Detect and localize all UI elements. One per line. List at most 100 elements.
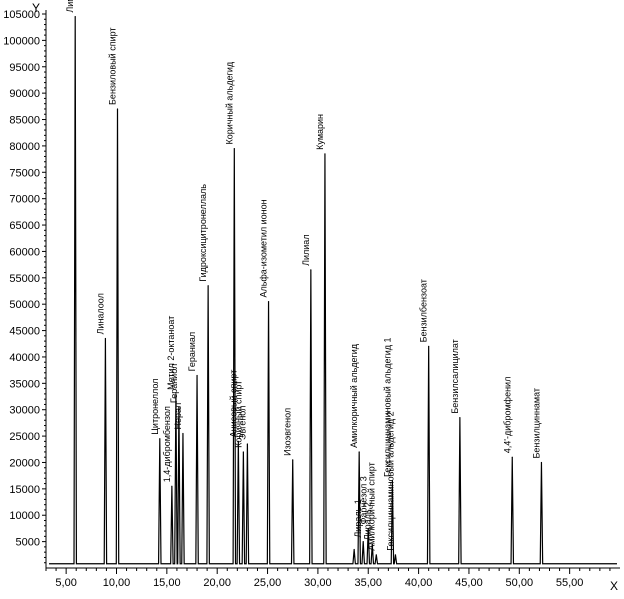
x-tick-label: 40,00 — [405, 577, 433, 589]
peak-point — [171, 485, 173, 487]
x-tick-label: 55,00 — [556, 577, 584, 589]
peak-label: Амилкоричный спирт — [366, 462, 376, 551]
x-tick-label: 5,00 — [55, 577, 76, 589]
y-tick-label: 40000 — [9, 352, 40, 364]
peak-point — [116, 108, 119, 110]
y-tick-label: 70000 — [9, 194, 40, 206]
peak-point — [358, 451, 360, 453]
peak-label: Гексилциннаминовый альдегид 2 — [385, 411, 395, 550]
y-tick-label: 35000 — [9, 378, 40, 390]
y-tick-label: 20000 — [9, 457, 40, 469]
axes — [45, 10, 620, 569]
peak-point — [428, 345, 430, 347]
peak-point — [324, 153, 326, 155]
peak-label: Линалоол — [95, 293, 105, 334]
y-tick-label: 90000 — [9, 88, 40, 100]
peak-label: Кумарин — [315, 114, 325, 150]
peak-point — [242, 451, 244, 453]
peak-label: Гидроксицитронеллаль — [198, 184, 208, 282]
peak-point — [175, 393, 177, 395]
peak-point — [267, 300, 270, 303]
ticks: 5000 10000 15000 20000 25000 30000 35000 40000 4… — [3, 9, 611, 589]
chromatogram-trace — [49, 16, 617, 565]
peak-label: Бензилбензоат — [419, 279, 429, 342]
peak-label: Гераниол — [169, 364, 179, 403]
peak-point — [178, 406, 180, 408]
peak-point — [310, 269, 312, 271]
peak-label: Анисовый спирт — [228, 370, 238, 438]
peak-point — [540, 461, 543, 464]
x-tick-label: 45,00 — [455, 577, 483, 589]
y-tick-label: 85000 — [9, 115, 40, 127]
x-tick-label: 50,00 — [506, 577, 534, 589]
x-tick-label: 35,00 — [354, 577, 382, 589]
peak-point — [391, 480, 394, 482]
y-tick-label: 65000 — [9, 220, 40, 232]
peak-label: Метил 2-октаноат — [166, 316, 176, 390]
peak-label: Лираль 2 — [362, 502, 372, 540]
x-tick-label: 20,00 — [203, 577, 231, 589]
peak-point — [394, 554, 397, 556]
y-tick-label: 50000 — [9, 299, 40, 311]
peak-point — [375, 554, 377, 556]
peak-label: 4,4'-дибромфенил — [502, 377, 512, 454]
peak-point — [371, 543, 373, 545]
peak-label: Коричный спирт — [233, 381, 243, 448]
y-tick-label: 15000 — [9, 484, 40, 496]
y-tick-label: 105000 — [3, 9, 40, 21]
x-tick-label: 25,00 — [254, 577, 282, 589]
peak-label: Цитронеллол — [150, 379, 160, 435]
y-tick-label: 75000 — [9, 167, 40, 179]
peaks — [49, 16, 617, 565]
y-tick-label: 60000 — [9, 246, 40, 258]
peak-point — [233, 147, 235, 150]
peak-label: Альфа-изометил ионон — [259, 199, 269, 297]
peak-label: Гераниал — [187, 332, 197, 372]
peak-point — [74, 16, 76, 18]
peak-labels: Лимонен Линалоол Бензиловый спирт Цитронелл… — [65, 0, 541, 551]
peak-point — [104, 337, 107, 340]
peak-label: Лилиал — [301, 234, 311, 265]
y-tick-label: 5000 — [16, 537, 40, 549]
y-axis-title: Y — [32, 1, 40, 15]
peak-point — [246, 443, 249, 445]
peak-label: 1,4-дибромбензол — [162, 406, 172, 482]
y-tick-label: 45000 — [9, 326, 40, 338]
peak-point — [367, 527, 369, 530]
peak-point — [459, 417, 461, 419]
peak-label: Амилкоричный альдегид — [349, 343, 359, 448]
peak-label: Бензилсалицилат — [450, 339, 460, 413]
y-tick-label: 100000 — [3, 35, 40, 47]
peak-label: Бензиловый спирт — [108, 27, 118, 105]
peak-label: Изоэвгенол — [283, 408, 293, 456]
peak-point — [353, 548, 355, 551]
peak-point — [207, 285, 209, 287]
peak-point — [196, 374, 198, 377]
y-tick-label: 10000 — [9, 510, 40, 522]
peak-point — [292, 459, 294, 461]
peak-label: Лимонен — [65, 0, 75, 13]
peak-label: Эвгенол — [237, 406, 247, 440]
x-tick-label: 10,00 — [103, 577, 131, 589]
peak-label: Фарнезол 3 — [358, 476, 368, 524]
y-tick-label: 55000 — [9, 273, 40, 285]
peak-label: Лираль 1 — [353, 499, 363, 537]
y-tick-label: 30000 — [9, 405, 40, 417]
y-tick-label: 80000 — [9, 141, 40, 153]
peak-label: Коричный альдегид — [224, 61, 234, 144]
y-tick-label: 95000 — [9, 62, 40, 74]
peak-point — [362, 541, 364, 543]
x-tick-label: 15,00 — [153, 577, 181, 589]
peak-point — [237, 440, 239, 442]
peak-label: Нерал — [173, 403, 183, 430]
peak-point — [159, 438, 161, 440]
x-tick-label: 30,00 — [304, 577, 332, 589]
peak-label: Бензилциннамат — [531, 388, 541, 459]
peak-point — [182, 432, 184, 435]
peak-point — [511, 456, 513, 458]
y-tick-label: 25000 — [9, 431, 40, 443]
peak-label: Гексилциннаминовый альдегид 1 — [382, 337, 392, 476]
x-axis-title: X — [610, 579, 618, 593]
